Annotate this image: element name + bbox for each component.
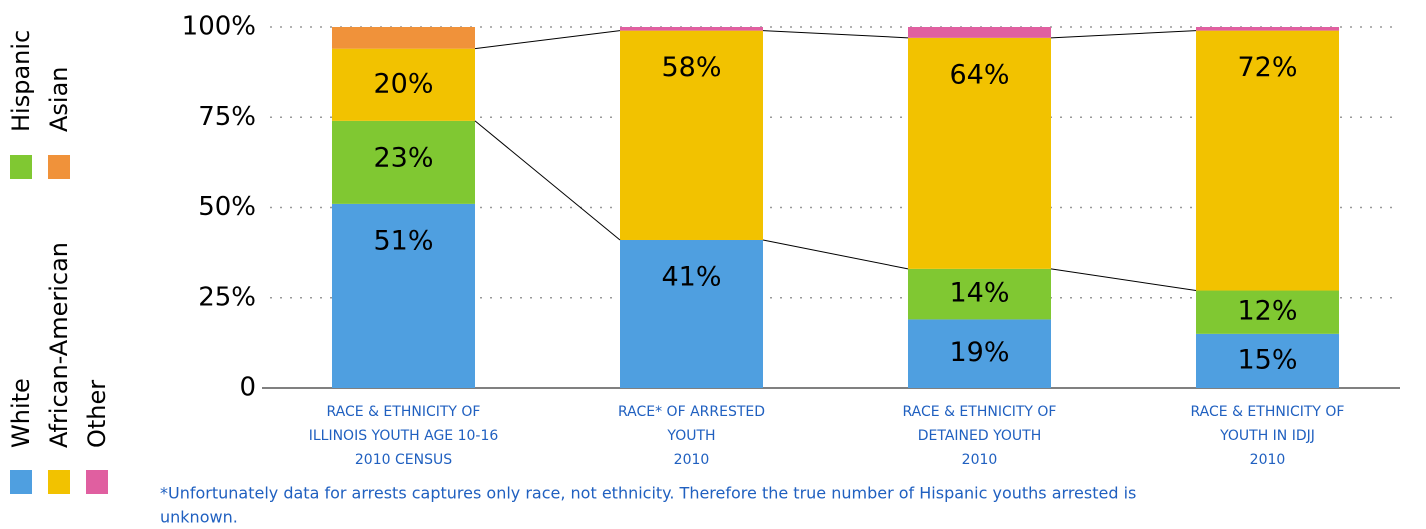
bar-segment bbox=[1196, 290, 1339, 334]
x-tick-label: RACE & ETHNICITY OF bbox=[903, 404, 1057, 420]
y-tick-label: 0 bbox=[239, 373, 256, 403]
bar-segment bbox=[1196, 30, 1339, 291]
bar-segment bbox=[332, 120, 475, 204]
connector bbox=[474, 30, 621, 50]
bar-segment bbox=[332, 27, 475, 49]
x-tick-label: ILLINOIS YOUTH AGE 10-16 bbox=[309, 428, 499, 444]
connector bbox=[474, 120, 621, 241]
x-tick-label: 2010 CENSUS bbox=[355, 452, 452, 468]
value-label: 23% bbox=[373, 142, 433, 173]
value-label: 14% bbox=[949, 278, 1009, 309]
bar-segment bbox=[1196, 333, 1339, 388]
legend-label: White bbox=[7, 378, 35, 448]
legend-swatch bbox=[10, 470, 32, 494]
footnote: *Unfortunately data for arrests captures… bbox=[160, 484, 1136, 503]
x-tick-label: 2010 bbox=[1250, 452, 1286, 468]
legend-swatch bbox=[48, 155, 70, 179]
bar-segment bbox=[908, 268, 1051, 320]
y-tick-label: 100% bbox=[182, 12, 256, 42]
legend-label: Asian bbox=[45, 66, 73, 132]
value-label: 64% bbox=[949, 59, 1009, 90]
bar-segment bbox=[620, 239, 763, 388]
bar-segment bbox=[908, 27, 1051, 38]
value-label: 15% bbox=[1237, 344, 1297, 375]
bar-segment bbox=[620, 30, 763, 240]
connector bbox=[1050, 30, 1197, 39]
connector bbox=[1050, 268, 1197, 292]
y-tick-label: 50% bbox=[198, 192, 256, 222]
x-tick-label: RACE & ETHNICITY OF bbox=[327, 404, 481, 420]
bar-segment bbox=[908, 319, 1051, 388]
bar-segment bbox=[620, 27, 763, 31]
x-tick-label: 2010 bbox=[962, 452, 998, 468]
x-tick-label: 2010 bbox=[674, 452, 710, 468]
legend-swatch bbox=[86, 470, 108, 494]
x-tick-label: RACE & ETHNICITY OF bbox=[1191, 404, 1345, 420]
x-tick-label: YOUTH IN IDJJ bbox=[1219, 428, 1315, 444]
bar-segment bbox=[332, 48, 475, 121]
connector bbox=[762, 30, 909, 39]
legend-swatch bbox=[48, 470, 70, 494]
value-label: 19% bbox=[949, 337, 1009, 368]
x-tick-label: YOUTH bbox=[666, 428, 715, 444]
footnote: unknown. bbox=[160, 508, 238, 527]
value-label: 58% bbox=[661, 52, 721, 83]
value-label: 51% bbox=[373, 225, 433, 256]
value-label: 41% bbox=[661, 261, 721, 292]
legend-label: Hispanic bbox=[7, 30, 35, 132]
y-tick-label: 25% bbox=[198, 282, 256, 312]
bar-segment bbox=[1196, 27, 1339, 31]
bar-segment bbox=[332, 203, 475, 388]
x-tick-label: DETAINED YOUTH bbox=[918, 428, 1041, 444]
value-label: 12% bbox=[1237, 296, 1297, 327]
legend-label: African-American bbox=[45, 242, 73, 448]
x-tick-label: RACE* OF ARRESTED bbox=[618, 404, 765, 420]
value-label: 72% bbox=[1237, 52, 1297, 83]
connector bbox=[762, 239, 909, 270]
y-tick-label: 75% bbox=[198, 102, 256, 132]
legend-swatch bbox=[10, 155, 32, 179]
bar-segment bbox=[908, 37, 1051, 269]
legend-label: Other bbox=[83, 380, 111, 448]
value-label: 20% bbox=[373, 68, 433, 99]
